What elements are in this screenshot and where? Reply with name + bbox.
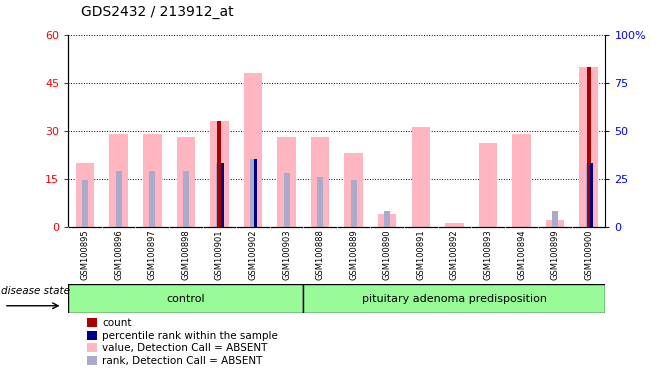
Bar [143,134,161,227]
Bar [243,73,262,227]
Bar [76,162,94,227]
Bar [552,211,558,227]
Text: GSM100892: GSM100892 [450,229,459,280]
Text: GSM100900: GSM100900 [584,229,593,280]
Bar [216,163,223,227]
Text: GSM100890: GSM100890 [383,229,392,280]
Text: GSM100897: GSM100897 [148,229,157,280]
Bar [116,171,122,227]
Bar [109,134,128,227]
Bar [344,153,363,227]
Bar [512,134,531,227]
Bar [384,211,390,227]
Text: GSM100901: GSM100901 [215,229,224,280]
Bar [579,66,598,227]
Bar [587,66,590,227]
Text: GSM100888: GSM100888 [316,229,325,280]
Bar [478,143,497,227]
Bar [149,171,156,227]
Bar [210,121,229,227]
Bar [546,220,564,227]
Bar [221,163,224,227]
Bar [378,214,396,227]
Bar [68,284,303,313]
Text: control: control [167,293,205,304]
Bar [590,163,593,227]
Bar [277,137,296,227]
Text: GSM100902: GSM100902 [249,229,258,280]
Text: GSM100893: GSM100893 [484,229,492,280]
Bar [303,284,605,313]
Bar [82,180,88,227]
Text: pituitary adenoma predisposition: pituitary adenoma predisposition [362,293,547,304]
Text: GSM100891: GSM100891 [416,229,425,280]
Text: GDS2432 / 213912_at: GDS2432 / 213912_at [81,5,234,19]
Bar [311,137,329,227]
Bar [445,223,464,227]
Text: GSM100894: GSM100894 [517,229,526,280]
Bar [176,137,195,227]
Text: GSM100903: GSM100903 [282,229,291,280]
Text: GSM100895: GSM100895 [81,229,90,280]
Bar [351,180,357,227]
Text: GSM100898: GSM100898 [182,229,190,280]
Bar [217,121,221,227]
Legend: count, percentile rank within the sample, value, Detection Call = ABSENT, rank, : count, percentile rank within the sample… [87,318,278,366]
Bar [183,171,189,227]
Bar [284,173,290,227]
Bar [411,127,430,227]
Text: GSM100896: GSM100896 [114,229,123,280]
Text: disease state: disease state [1,286,70,296]
Bar [586,163,592,227]
Bar [317,177,323,227]
Text: GSM100899: GSM100899 [551,229,560,280]
Bar [254,159,258,227]
Bar [250,159,256,227]
Text: GSM100889: GSM100889 [349,229,358,280]
